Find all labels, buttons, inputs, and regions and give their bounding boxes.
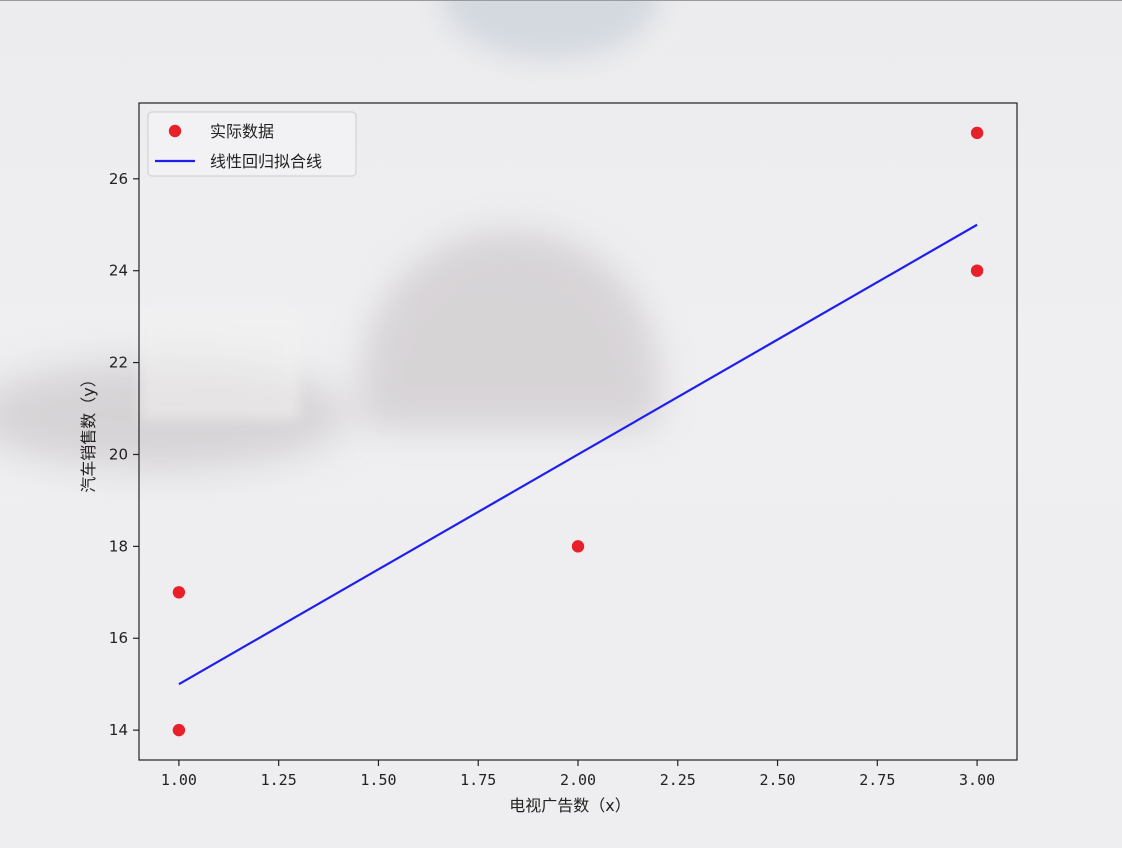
scatter-point — [172, 723, 186, 737]
regression-line — [178, 223, 978, 686]
x-tick-label: 1.50 — [360, 771, 396, 789]
x-axis-label: 电视广告数（x） — [509, 796, 630, 815]
y-tick-label: 24 — [109, 262, 128, 280]
scatter-point — [970, 264, 984, 277]
x-tick-label: 1.25 — [261, 771, 297, 789]
x-axis-ticks: 1.00 1.25 1.50 1.75 2.00 2.25 2.50 2.75 3.00 — [161, 760, 995, 789]
plot-area — [138, 102, 1018, 761]
axes-frame — [138, 102, 1018, 761]
scatter-point — [970, 126, 984, 140]
x-tick-label: 1.75 — [460, 771, 496, 789]
x-tick-label: 2.25 — [660, 771, 696, 789]
y-tick-label: 18 — [109, 537, 128, 555]
y-axis-label: 汽车销售数（y） — [79, 371, 98, 492]
y-tick-label: 20 — [109, 445, 128, 463]
legend-label: 线性回归拟合线 — [210, 152, 322, 171]
x-tick-label: 2.50 — [759, 771, 795, 789]
y-tick-label: 22 — [109, 354, 128, 372]
window-top-border — [0, 0, 1122, 1]
y-tick-label: 14 — [109, 721, 128, 739]
x-tick-label: 1.00 — [161, 771, 197, 789]
x-tick-label: 2.75 — [859, 771, 895, 789]
legend-box — [147, 111, 357, 177]
scatter-point — [571, 540, 585, 553]
legend-label: 实际数据 — [210, 122, 274, 141]
scatter-point — [172, 586, 186, 599]
legend-marker-scatter — [168, 124, 182, 138]
y-tick-label: 26 — [109, 170, 128, 188]
x-tick-label: 3.00 — [959, 771, 995, 789]
y-axis-ticks: 14 16 18 20 22 24 26 — [109, 170, 139, 739]
y-tick-label: 16 — [109, 629, 128, 647]
background-blur-shape — [140, 310, 300, 420]
x-tick-label: 2.00 — [560, 771, 596, 789]
